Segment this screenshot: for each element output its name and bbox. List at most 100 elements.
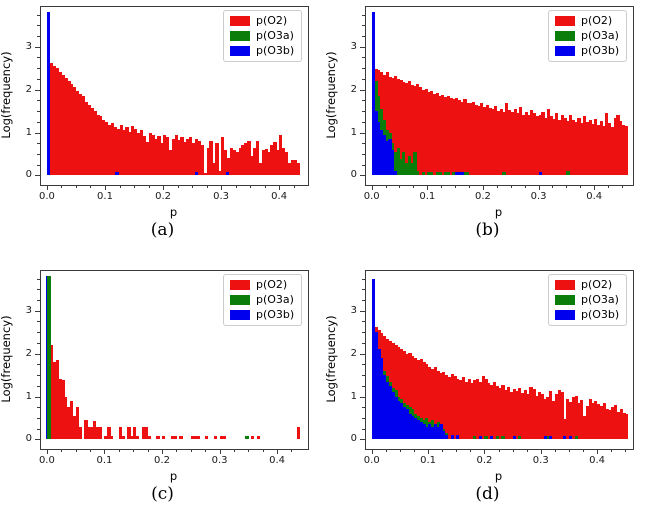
histogram-bar	[475, 378, 480, 440]
histogram-bar	[411, 415, 415, 440]
histogram-bar	[142, 135, 147, 176]
histogram-bar	[552, 400, 556, 440]
x-major-tick	[279, 185, 281, 190]
histogram-bar	[568, 401, 573, 440]
x-major-tick	[371, 185, 373, 190]
y-minor-tick	[36, 36, 40, 38]
histogram-bar	[484, 435, 488, 440]
x-minor-tick	[190, 449, 192, 452]
y-major-tick	[360, 46, 365, 48]
histogram-bar	[229, 147, 234, 176]
histogram-bar	[116, 129, 120, 176]
histogram-bar	[78, 426, 82, 440]
legend-item: p(O3a)	[230, 30, 294, 42]
blue-rect-icon	[230, 310, 250, 320]
red-rect-icon	[230, 280, 250, 290]
y-tick-label: 3	[25, 40, 32, 52]
histogram-bar	[566, 398, 570, 440]
x-major-tick	[46, 185, 48, 190]
x-minor-tick	[470, 449, 472, 452]
histogram-bar	[432, 93, 437, 176]
x-minor-tick	[456, 449, 458, 452]
x-minor-tick	[90, 185, 92, 188]
histogram-bar	[566, 171, 570, 176]
histogram-bar	[212, 162, 216, 176]
histogram-bar	[439, 424, 443, 440]
histogram-bar	[287, 162, 292, 176]
histogram-bar	[192, 143, 196, 176]
y-minor-tick	[36, 164, 40, 166]
histogram-bar	[599, 405, 604, 440]
x-axis-label: p	[494, 469, 503, 483]
histogram-bar	[416, 84, 420, 176]
histogram-bar	[588, 398, 592, 440]
histogram-bar	[421, 89, 425, 176]
histogram-bar	[481, 375, 485, 440]
histogram-bar	[455, 171, 459, 176]
y-major-tick	[35, 46, 40, 48]
y-minor-tick	[361, 278, 365, 280]
histogram-bar	[424, 88, 428, 176]
histogram-bar	[256, 435, 261, 440]
histogram-bar	[196, 435, 200, 440]
subplot-a: 0.0 0.1 0.2 0.3 0.4 0 1 2 3 p Log(frequency) (a) p(O…	[0, 0, 325, 255]
legend: p(O2) p(O3a) p(O3b)	[548, 274, 628, 326]
histogram-bar	[519, 106, 523, 176]
x-minor-tick	[399, 185, 401, 188]
green-rect-icon	[555, 295, 575, 305]
histogram-bar	[206, 147, 210, 176]
histogram-bar	[563, 117, 567, 176]
y-tick-label: 3	[25, 304, 32, 316]
histogram-bar	[439, 372, 443, 440]
histogram-bar	[430, 171, 434, 176]
histogram-bar	[580, 123, 584, 176]
x-minor-tick	[177, 185, 179, 188]
histogram-bar	[407, 81, 411, 176]
histogram-bar	[99, 116, 103, 176]
histogram-bar	[396, 78, 400, 176]
histogram-bar	[52, 66, 57, 176]
histogram-bar	[284, 151, 289, 176]
y-minor-tick	[361, 321, 365, 323]
histogram-bar	[377, 349, 381, 440]
histogram-bar	[558, 119, 562, 176]
histogram-bar	[422, 424, 426, 440]
histogram-bar	[136, 133, 141, 176]
histogram-bar	[474, 104, 478, 176]
histogram-bar	[433, 424, 437, 440]
histogram-bar	[560, 115, 564, 176]
x-major-tick	[219, 449, 221, 454]
legend-label: p(O2)	[256, 14, 288, 27]
legend-item: p(O3b)	[230, 309, 294, 321]
y-minor-tick	[36, 428, 40, 430]
histogram-bar	[213, 435, 218, 440]
y-tick-label: 0	[25, 433, 32, 445]
histogram-bar	[430, 368, 435, 440]
y-major-tick	[35, 353, 40, 355]
histogram-bar	[608, 123, 612, 176]
x-tick-label: 0.4	[271, 191, 288, 202]
histogram-bar	[428, 424, 432, 440]
subplot-c: 0.0 0.1 0.2 0.3 0.4 0 1 2 3 p Log(frequency) (c) p(O…	[0, 256, 325, 511]
histogram-bar	[245, 435, 249, 440]
y-tick-label: 1	[25, 126, 32, 138]
histogram-bar	[583, 116, 587, 176]
histogram-bar	[171, 138, 176, 176]
histogram-bar	[616, 115, 620, 176]
histogram-bar	[488, 107, 492, 176]
histogram-bar	[529, 387, 533, 440]
x-minor-tick	[147, 449, 149, 452]
axes-frame	[365, 270, 634, 450]
y-major-tick	[35, 439, 40, 441]
histogram-bar	[297, 426, 301, 440]
histogram-bar	[405, 409, 409, 440]
histogram-bar	[461, 377, 466, 440]
histogram-bar	[413, 86, 417, 176]
y-minor-tick	[36, 100, 40, 102]
histogram-bar	[55, 68, 59, 176]
histogram-bar	[605, 113, 609, 176]
x-minor-tick	[134, 185, 136, 188]
histogram-bar	[585, 121, 589, 176]
histogram-bar	[255, 141, 260, 176]
histogram-bar	[450, 435, 454, 440]
